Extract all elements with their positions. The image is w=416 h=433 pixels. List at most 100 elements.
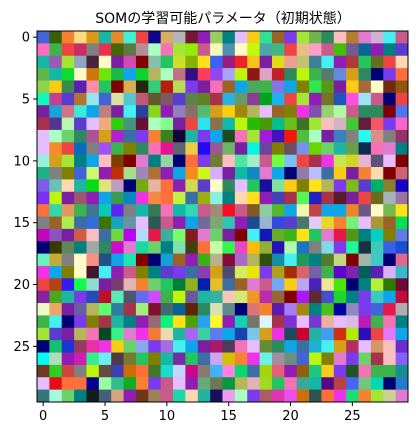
heatmap-cell	[222, 228, 236, 242]
heatmap-cell	[197, 31, 211, 44]
heatmap-cell	[61, 105, 75, 118]
heatmap-cell	[135, 389, 149, 403]
heatmap-cell	[271, 204, 285, 217]
heatmap-cell	[333, 389, 347, 403]
heatmap-cell	[86, 167, 100, 180]
heatmap-cell	[111, 364, 124, 378]
heatmap-cell	[135, 327, 149, 341]
heatmap-cell	[185, 31, 199, 44]
heatmap-cell	[346, 216, 359, 230]
heatmap-cell	[296, 191, 310, 205]
heatmap-cell	[61, 43, 75, 57]
heatmap-cell	[111, 204, 124, 217]
heatmap-cell	[222, 377, 236, 391]
heatmap-cell	[358, 117, 372, 131]
heatmap-cell	[383, 265, 397, 279]
heatmap-cell	[123, 340, 137, 353]
heatmap-cell	[185, 340, 199, 353]
heatmap-cell	[210, 327, 223, 341]
y-tick-label: 25	[13, 340, 30, 355]
heatmap-cell	[160, 43, 174, 57]
heatmap-cell	[37, 154, 50, 168]
heatmap-cell	[173, 117, 186, 131]
heatmap-cell	[309, 278, 322, 292]
heatmap-cell	[86, 154, 100, 168]
heatmap-cell	[111, 31, 124, 44]
heatmap-cell	[259, 303, 273, 316]
heatmap-cell	[37, 265, 50, 279]
heatmap-cell	[395, 278, 409, 292]
heatmap-cell	[86, 204, 100, 217]
heatmap-cell	[135, 265, 149, 279]
heatmap-cell	[160, 154, 174, 168]
heatmap-cell	[358, 43, 372, 57]
heatmap-cell	[271, 228, 285, 242]
heatmap-cell	[98, 228, 112, 242]
heatmap-cell	[49, 191, 63, 205]
heatmap-cell	[135, 278, 149, 292]
heatmap-cell	[370, 253, 384, 267]
heatmap-cell	[160, 303, 174, 316]
heatmap-cell	[296, 80, 310, 94]
heatmap-cell	[333, 327, 347, 341]
heatmap-cell	[395, 204, 409, 217]
heatmap-cell	[234, 241, 248, 254]
heatmap-cell	[74, 129, 87, 143]
heatmap-cell	[160, 117, 174, 131]
heatmap-cell	[37, 80, 50, 94]
heatmap-cell	[271, 154, 285, 168]
heatmap-cell	[210, 377, 223, 391]
y-tick-label: 20	[13, 278, 30, 293]
heatmap-cell	[185, 278, 199, 292]
heatmap-cell	[358, 154, 372, 168]
heatmap-cell	[148, 228, 162, 242]
heatmap-cell	[86, 68, 100, 81]
heatmap-cell	[160, 129, 174, 143]
heatmap-cell	[61, 142, 75, 156]
heatmap-cell	[173, 129, 186, 143]
heatmap-cell	[173, 105, 186, 118]
heatmap-cell	[321, 265, 335, 279]
heatmap-cell	[74, 216, 87, 230]
heatmap-cell	[296, 303, 310, 316]
heatmap-cell	[86, 228, 100, 242]
heatmap-cell	[333, 241, 347, 254]
heatmap-cell	[135, 340, 149, 353]
heatmap-cell	[383, 117, 397, 131]
heatmap-cell	[247, 340, 260, 353]
heatmap-cell	[135, 129, 149, 143]
x-tick-label: 25	[344, 409, 361, 424]
heatmap-cell	[284, 278, 298, 292]
heatmap-cell	[321, 191, 335, 205]
heatmap-cell	[49, 43, 63, 57]
heatmap-cell	[74, 265, 87, 279]
heatmap-cell	[135, 253, 149, 267]
heatmap-cell	[74, 55, 87, 69]
heatmap-cell	[222, 80, 236, 94]
heatmap-cell	[185, 204, 199, 217]
heatmap-cell	[309, 315, 322, 329]
heatmap-cell	[160, 290, 174, 304]
heatmap-cell	[370, 389, 384, 403]
heatmap-cell	[395, 129, 409, 143]
heatmap-cell	[234, 340, 248, 353]
heatmap-cell	[98, 377, 112, 391]
heatmap-cell	[358, 179, 372, 193]
y-tick-label: 0	[22, 31, 30, 46]
heatmap-cell	[173, 389, 186, 403]
heatmap-cell	[395, 154, 409, 168]
heatmap-cell	[148, 80, 162, 94]
heatmap-cell	[37, 253, 50, 267]
heatmap-cell	[49, 80, 63, 94]
heatmap-cell	[74, 389, 87, 403]
heatmap-cell	[395, 228, 409, 242]
heatmap-cell	[160, 265, 174, 279]
heatmap-cell	[123, 303, 137, 316]
heatmap-cell	[234, 154, 248, 168]
heatmap-cell	[197, 340, 211, 353]
heatmap-cell	[86, 80, 100, 94]
heatmap-cell	[271, 253, 285, 267]
heatmap-cell	[259, 92, 273, 106]
heatmap-cell	[148, 204, 162, 217]
heatmap-cell	[234, 377, 248, 391]
